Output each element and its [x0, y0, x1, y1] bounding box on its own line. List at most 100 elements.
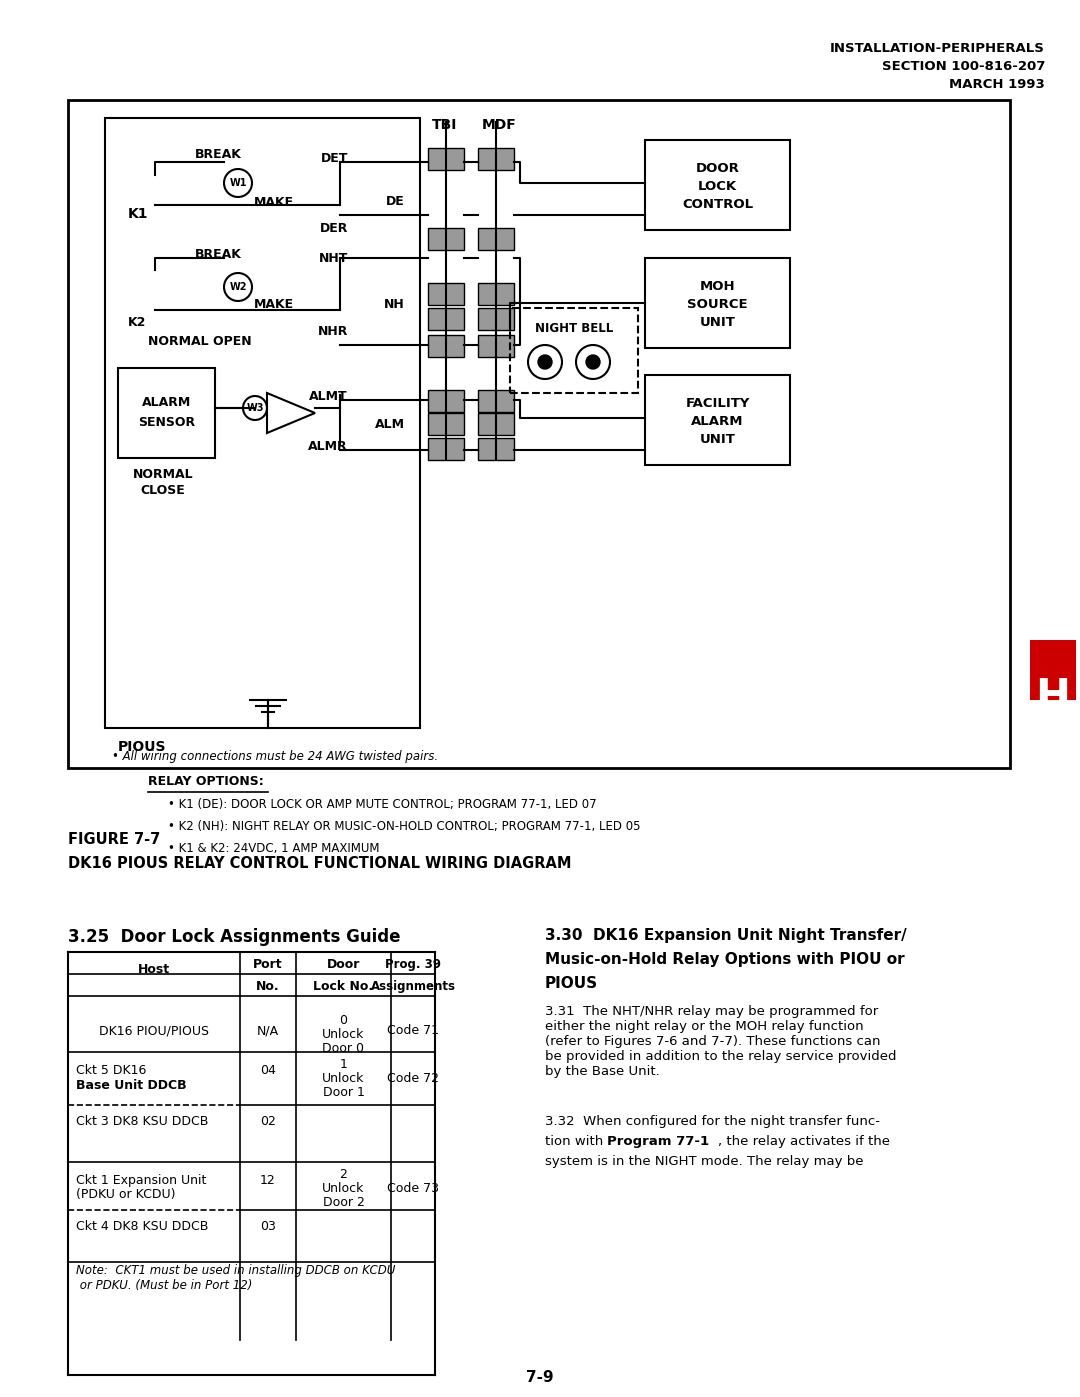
Bar [428, 414, 464, 434]
Text: 04: 04 [260, 1065, 275, 1077]
Text: Code 73: Code 73 [387, 1182, 438, 1194]
Text: SOURCE: SOURCE [687, 298, 747, 312]
Text: • All wiring connections must be 24 AWG twisted pairs.: • All wiring connections must be 24 AWG … [112, 750, 438, 763]
Text: RELAY OPTIONS:: RELAY OPTIONS: [148, 775, 264, 788]
Bar [478, 414, 514, 434]
Bar [428, 228, 464, 250]
Text: ALMR: ALMR [309, 440, 348, 453]
Text: DE: DE [387, 196, 405, 208]
Text: Program 77-1: Program 77-1 [607, 1134, 710, 1148]
Text: NORMAL: NORMAL [133, 468, 193, 481]
Bar [118, 367, 215, 458]
Bar [428, 335, 464, 358]
Bar [428, 439, 464, 460]
Text: BREAK: BREAK [194, 148, 242, 161]
Text: K2: K2 [129, 316, 147, 330]
Text: 12: 12 [260, 1173, 275, 1187]
Text: Port: Port [253, 958, 283, 971]
Text: H: H [1036, 676, 1070, 718]
Text: MAKE: MAKE [254, 298, 294, 312]
Bar [428, 390, 464, 412]
Bar [478, 284, 514, 305]
Text: DER: DER [320, 222, 348, 235]
Bar [68, 101, 1010, 768]
Text: DK16 PIOUS RELAY CONTROL FUNCTIONAL WIRING DIAGRAM: DK16 PIOUS RELAY CONTROL FUNCTIONAL WIRI… [68, 856, 571, 870]
Text: FACILITY: FACILITY [686, 397, 750, 409]
Text: MDF: MDF [482, 117, 516, 131]
Polygon shape [267, 393, 315, 433]
Text: K1: K1 [129, 207, 149, 221]
Text: PIOUS: PIOUS [545, 977, 598, 990]
Text: Prog. 39: Prog. 39 [384, 958, 441, 971]
Text: TBI: TBI [432, 117, 457, 131]
Text: MARCH 1993: MARCH 1993 [949, 78, 1045, 91]
Bar [1030, 640, 1076, 700]
Circle shape [586, 355, 600, 369]
Text: Note:  CKT1 must be used in installing DDCB on KCDU
 or PDKU. (Must be in Port 1: Note: CKT1 must be used in installing DD… [76, 1264, 395, 1292]
Text: N/A: N/A [257, 1024, 279, 1037]
Text: DOOR: DOOR [696, 162, 740, 175]
Text: 03: 03 [260, 1220, 275, 1234]
Bar [478, 390, 514, 412]
Text: NHT: NHT [319, 251, 348, 265]
Text: ALMT: ALMT [309, 390, 348, 402]
Bar [428, 148, 464, 170]
Bar [428, 307, 464, 330]
Text: Base Unit DDCB: Base Unit DDCB [76, 1078, 187, 1092]
Text: Ckt 1 Expansion Unit: Ckt 1 Expansion Unit [76, 1173, 206, 1187]
Text: Lock No.: Lock No. [313, 981, 374, 993]
Text: INSTALLATION-PERIPHERALS: INSTALLATION-PERIPHERALS [831, 42, 1045, 54]
Text: NIGHT BELL: NIGHT BELL [535, 321, 613, 335]
Text: Music-on-Hold Relay Options with PIOU or: Music-on-Hold Relay Options with PIOU or [545, 951, 905, 967]
Bar [478, 307, 514, 330]
Bar [428, 284, 464, 305]
Text: LOCK: LOCK [698, 180, 737, 193]
Text: UNIT: UNIT [700, 433, 735, 446]
Text: Door: Door [327, 958, 361, 971]
Text: Door 1: Door 1 [323, 1085, 364, 1099]
Bar [105, 117, 420, 728]
Text: Door 0: Door 0 [323, 1042, 365, 1055]
Bar [478, 335, 514, 358]
Text: Assignments: Assignments [370, 981, 456, 993]
Bar [478, 148, 514, 170]
Text: NHR: NHR [318, 326, 348, 338]
Text: • K1 (DE): DOOR LOCK OR AMP MUTE CONTROL; PROGRAM 77-1, LED 07: • K1 (DE): DOOR LOCK OR AMP MUTE CONTROL… [168, 798, 596, 812]
Text: Code 71: Code 71 [387, 1024, 438, 1037]
Text: • K2 (NH): NIGHT RELAY OR MUSIC-ON-HOLD CONTROL; PROGRAM 77-1, LED 05: • K2 (NH): NIGHT RELAY OR MUSIC-ON-HOLD … [168, 820, 640, 833]
Bar [645, 140, 789, 231]
Text: ALARM: ALARM [141, 395, 191, 409]
Text: CLOSE: CLOSE [140, 483, 186, 497]
Text: Unlock: Unlock [322, 1071, 365, 1085]
Bar [510, 307, 638, 393]
Text: 1: 1 [339, 1058, 348, 1071]
Text: 7-9: 7-9 [526, 1370, 554, 1384]
Bar [478, 439, 514, 460]
Text: BREAK: BREAK [194, 249, 242, 261]
Text: DK16 PIOU/PIOUS: DK16 PIOU/PIOUS [99, 1024, 210, 1037]
Text: W3: W3 [246, 402, 264, 414]
Text: PIOUS: PIOUS [118, 740, 166, 754]
Text: • K1 & K2: 24VDC, 1 AMP MAXIMUM: • K1 & K2: 24VDC, 1 AMP MAXIMUM [168, 842, 379, 855]
Text: SENSOR: SENSOR [138, 416, 195, 429]
Text: 2: 2 [339, 1168, 348, 1180]
Text: No.: No. [256, 981, 280, 993]
Text: 0: 0 [339, 1014, 348, 1027]
Bar [645, 258, 789, 348]
Text: W1: W1 [229, 177, 246, 189]
Text: 3.32  When configured for the night transfer func-: 3.32 When configured for the night trans… [545, 1115, 880, 1127]
Text: Ckt 4 DK8 KSU DDCB: Ckt 4 DK8 KSU DDCB [76, 1220, 208, 1234]
Text: 02: 02 [260, 1115, 275, 1127]
Text: CONTROL: CONTROL [681, 198, 753, 211]
Text: 3.30  DK16 Expansion Unit Night Transfer/: 3.30 DK16 Expansion Unit Night Transfer/ [545, 928, 907, 943]
Text: DET: DET [321, 152, 348, 165]
Bar [645, 374, 789, 465]
Text: , the relay activates if the: , the relay activates if the [718, 1134, 890, 1148]
Text: 3.31  The NHT/NHR relay may be programmed for
either the night relay or the MOH : 3.31 The NHT/NHR relay may be programmed… [545, 1004, 896, 1078]
Text: Door 2: Door 2 [323, 1196, 364, 1208]
Text: NORMAL OPEN: NORMAL OPEN [148, 335, 252, 348]
Text: Host: Host [138, 963, 170, 977]
Text: MOH: MOH [700, 279, 735, 293]
Text: 3.25  Door Lock Assignments Guide: 3.25 Door Lock Assignments Guide [68, 928, 401, 946]
Text: UNIT: UNIT [700, 316, 735, 330]
